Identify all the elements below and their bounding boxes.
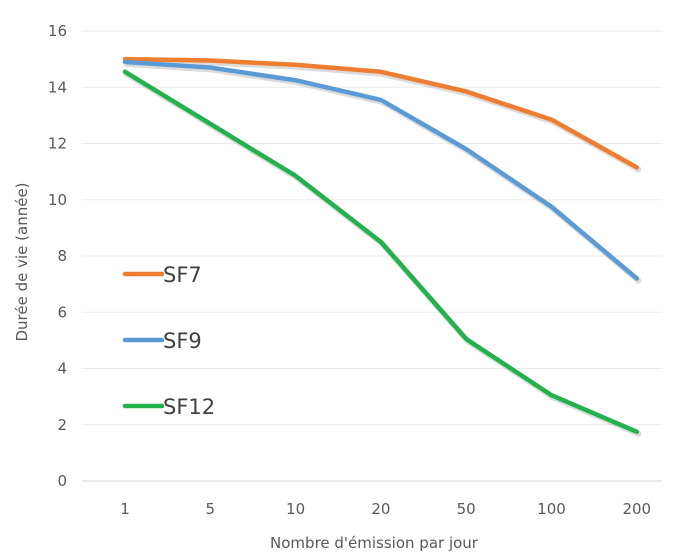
x-tick-label: 50 (457, 500, 476, 518)
gridlines (82, 30, 662, 482)
x-tick-label: 10 (286, 500, 305, 518)
series-shadow (123, 58, 642, 173)
legend-item-sf7: SF7 (122, 263, 202, 287)
series-lines (122, 56, 642, 437)
y-tick-label: 14 (48, 78, 67, 96)
y-tick-label: 16 (48, 22, 67, 40)
x-axis-title: Nombre d'émission par jour (270, 534, 479, 552)
x-tick-label: 5 (206, 500, 216, 518)
x-tick-label: 200 (622, 500, 651, 518)
legend-item-sf12: SF12 (122, 395, 215, 419)
y-axis-title: Durée de vie (année) (13, 182, 31, 341)
series-sf7 (122, 56, 642, 173)
legend: SF7 SF9 SF12 (122, 263, 215, 419)
legend-item-sf9: SF9 (122, 329, 202, 353)
x-tick-label: 20 (371, 500, 390, 518)
legend-label: SF7 (163, 263, 202, 287)
x-tick-label: 100 (537, 500, 566, 518)
series-sf9 (122, 59, 642, 284)
legend-label: SF12 (163, 395, 215, 419)
y-tick-label: 8 (57, 247, 67, 265)
y-tick-label: 4 (57, 360, 67, 378)
y-tick-label: 12 (48, 135, 67, 153)
y-tick-label: 10 (48, 191, 67, 209)
x-axis-ticks: 1 5 10 20 50 100 200 (120, 500, 651, 518)
y-axis-ticks: 0 2 4 6 8 10 12 14 16 (48, 22, 67, 490)
y-tick-label: 2 (57, 416, 67, 434)
x-tick-label: 1 (120, 500, 130, 518)
y-tick-label: 0 (57, 472, 67, 490)
series-sf12 (122, 69, 642, 437)
y-tick-label: 6 (57, 303, 67, 321)
legend-label: SF9 (163, 329, 202, 353)
